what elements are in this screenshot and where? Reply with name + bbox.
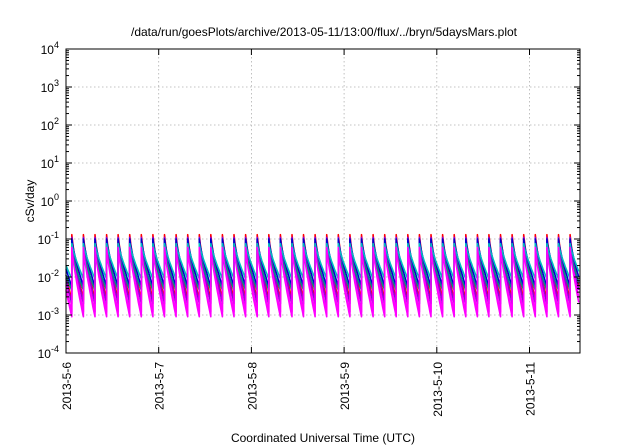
x-tick-label: 2013-5-9 [338,362,352,410]
x-axis-label: Coordinated Universal Time (UTC) [231,431,415,445]
x-tick-label: 2013-5-10 [431,362,445,417]
y-tick-label: 102 [41,116,59,133]
series-line-5 [65,242,580,280]
grid [66,49,580,353]
y-tick-label: 104 [41,40,59,57]
y-tick-label: 10-1 [38,230,59,247]
y-tick-label: 10-3 [38,306,59,323]
y-tick-label: 10-4 [38,344,59,361]
y-tick-label: 10-2 [38,268,59,285]
y-axis-label: cSv/day [23,180,37,223]
series-line-6 [65,249,580,291]
x-axis: 2013-5-6 2013-5-7 2013-5-8 2013-5-9 2013-5-1… [60,49,538,417]
x-tick-label: 2013-5-6 [60,362,74,410]
x-tick-label: 2013-5-8 [245,362,259,410]
y-axis: 10-4 10-3 10-2 10-1 100 101 102 103 104 [38,40,580,361]
chart-title: /data/run/goesPlots/archive/2013-05-11/1… [131,25,518,39]
y-tick-label: 103 [41,78,59,95]
series-line-7 [65,246,580,318]
series-group [65,233,580,318]
series-line-1 [65,240,580,313]
y-tick-label: 101 [41,154,59,171]
y-tick-label: 100 [41,192,59,209]
x-tick-label: 2013-5-7 [153,362,167,410]
x-tick-label: 2013-5-11 [524,362,538,416]
